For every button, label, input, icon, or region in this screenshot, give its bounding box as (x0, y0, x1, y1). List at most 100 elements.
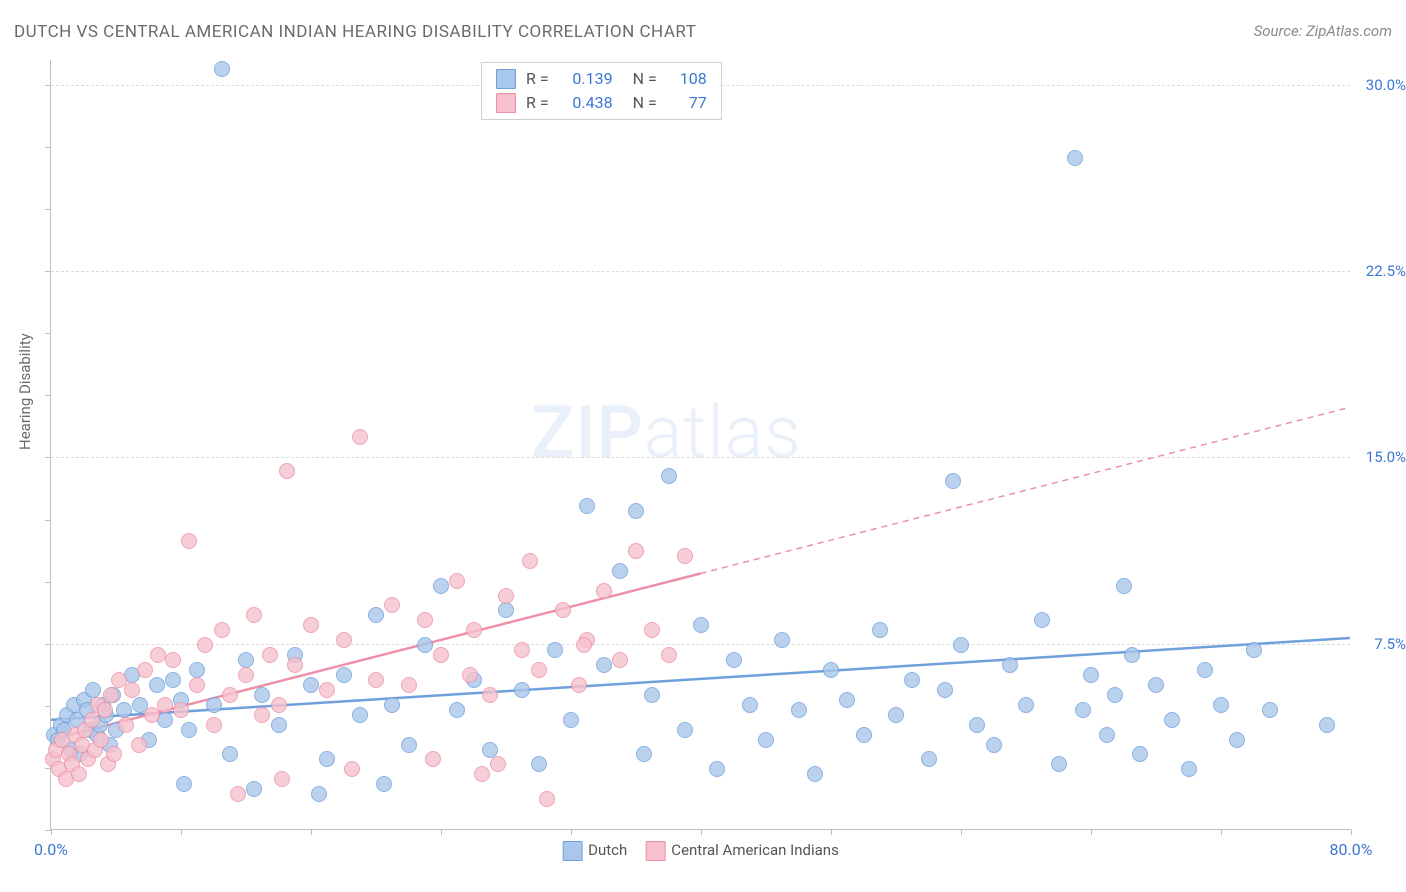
scatter-point (303, 677, 319, 693)
scatter-point (596, 657, 612, 673)
scatter-point (189, 677, 205, 693)
scatter-point (644, 687, 660, 703)
scatter-point (384, 697, 400, 713)
scatter-point (1075, 702, 1091, 718)
scatter-point (222, 746, 238, 762)
scatter-point (945, 473, 961, 489)
scatter-point (1181, 761, 1197, 777)
scatter-point (612, 652, 628, 668)
scatter-point (1002, 657, 1018, 673)
stats-legend-row: R =0.139N =108 (496, 67, 707, 91)
series-legend-label: Central American Indians (671, 841, 839, 859)
watermark: ZIPatlas (531, 390, 802, 475)
scatter-point (71, 766, 87, 782)
scatter-point (376, 776, 392, 792)
y-tick (45, 520, 51, 521)
scatter-point (661, 468, 677, 484)
y-tick-label: 22.5% (1366, 262, 1406, 280)
scatter-point (246, 607, 262, 623)
scatter-point (709, 761, 725, 777)
gridline (51, 271, 1350, 272)
scatter-point (1246, 642, 1262, 658)
scatter-point (150, 647, 166, 663)
scatter-point (628, 543, 644, 559)
scatter-point (661, 647, 677, 663)
series-legend-item: Central American Indians (645, 841, 839, 861)
scatter-point (1099, 727, 1115, 743)
stats-legend: R =0.139N =108R =0.438N =77 (481, 62, 722, 120)
scatter-point (872, 622, 888, 638)
scatter-point (319, 682, 335, 698)
gridline (51, 644, 1350, 645)
scatter-point (137, 662, 153, 678)
scatter-point (856, 727, 872, 743)
scatter-point (116, 702, 132, 718)
scatter-point (384, 597, 400, 613)
scatter-point (449, 702, 465, 718)
scatter-point (181, 533, 197, 549)
scatter-point (274, 771, 290, 787)
x-tick-label: 0.0% (34, 840, 68, 859)
scatter-point (214, 622, 230, 638)
scatter-point (888, 707, 904, 723)
scatter-point (197, 637, 213, 653)
scatter-point (1148, 677, 1164, 693)
scatter-point (368, 672, 384, 688)
x-tick (1091, 829, 1092, 835)
scatter-point (522, 553, 538, 569)
y-tick (45, 209, 51, 210)
x-tick (441, 829, 442, 835)
scatter-point (576, 637, 592, 653)
scatter-point (823, 662, 839, 678)
y-tick (45, 147, 51, 148)
scatter-point (726, 652, 742, 668)
stats-n-label: N = (633, 91, 657, 115)
scatter-point (677, 722, 693, 738)
scatter-point (969, 717, 985, 733)
scatter-point (758, 732, 774, 748)
chart-title: DUTCH VS CENTRAL AMERICAN INDIAN HEARING… (14, 22, 696, 42)
scatter-point (474, 766, 490, 782)
scatter-point (262, 647, 278, 663)
scatter-point (433, 578, 449, 594)
y-tick (45, 271, 51, 272)
scatter-point (271, 717, 287, 733)
y-tick (45, 644, 51, 645)
scatter-point (311, 786, 327, 802)
y-tick (45, 333, 51, 334)
scatter-point (417, 637, 433, 653)
scatter-point (579, 498, 595, 514)
scatter-point (1124, 647, 1140, 663)
scatter-point (254, 687, 270, 703)
scatter-point (498, 588, 514, 604)
scatter-point (189, 662, 205, 678)
y-tick (45, 395, 51, 396)
scatter-point (131, 737, 147, 753)
scatter-point (124, 682, 140, 698)
stats-n-value: 77 (667, 91, 707, 115)
stats-r-label: R = (526, 91, 549, 115)
scatter-point (1197, 662, 1213, 678)
scatter-point (1319, 717, 1335, 733)
scatter-point (539, 791, 555, 807)
x-tick-label: 80.0% (1330, 840, 1373, 859)
series-legend: DutchCentral American Indians (562, 841, 839, 861)
scatter-point (677, 548, 693, 564)
scatter-point (490, 756, 506, 772)
scatter-point (514, 682, 530, 698)
scatter-point (336, 632, 352, 648)
scatter-point (498, 602, 514, 618)
scatter-point (176, 776, 192, 792)
scatter-point (344, 761, 360, 777)
stats-r-label: R = (526, 67, 549, 91)
scatter-point (368, 607, 384, 623)
x-tick (961, 829, 962, 835)
plot-area: ZIPatlas 7.5%15.0%22.5%30.0% 0.0%80.0% R… (50, 60, 1350, 830)
scatter-point (555, 602, 571, 618)
scatter-point (93, 732, 109, 748)
scatter-point (206, 717, 222, 733)
y-tick-label: 7.5% (1374, 635, 1406, 653)
scatter-point (839, 692, 855, 708)
scatter-point (807, 766, 823, 782)
scatter-point (1034, 612, 1050, 628)
